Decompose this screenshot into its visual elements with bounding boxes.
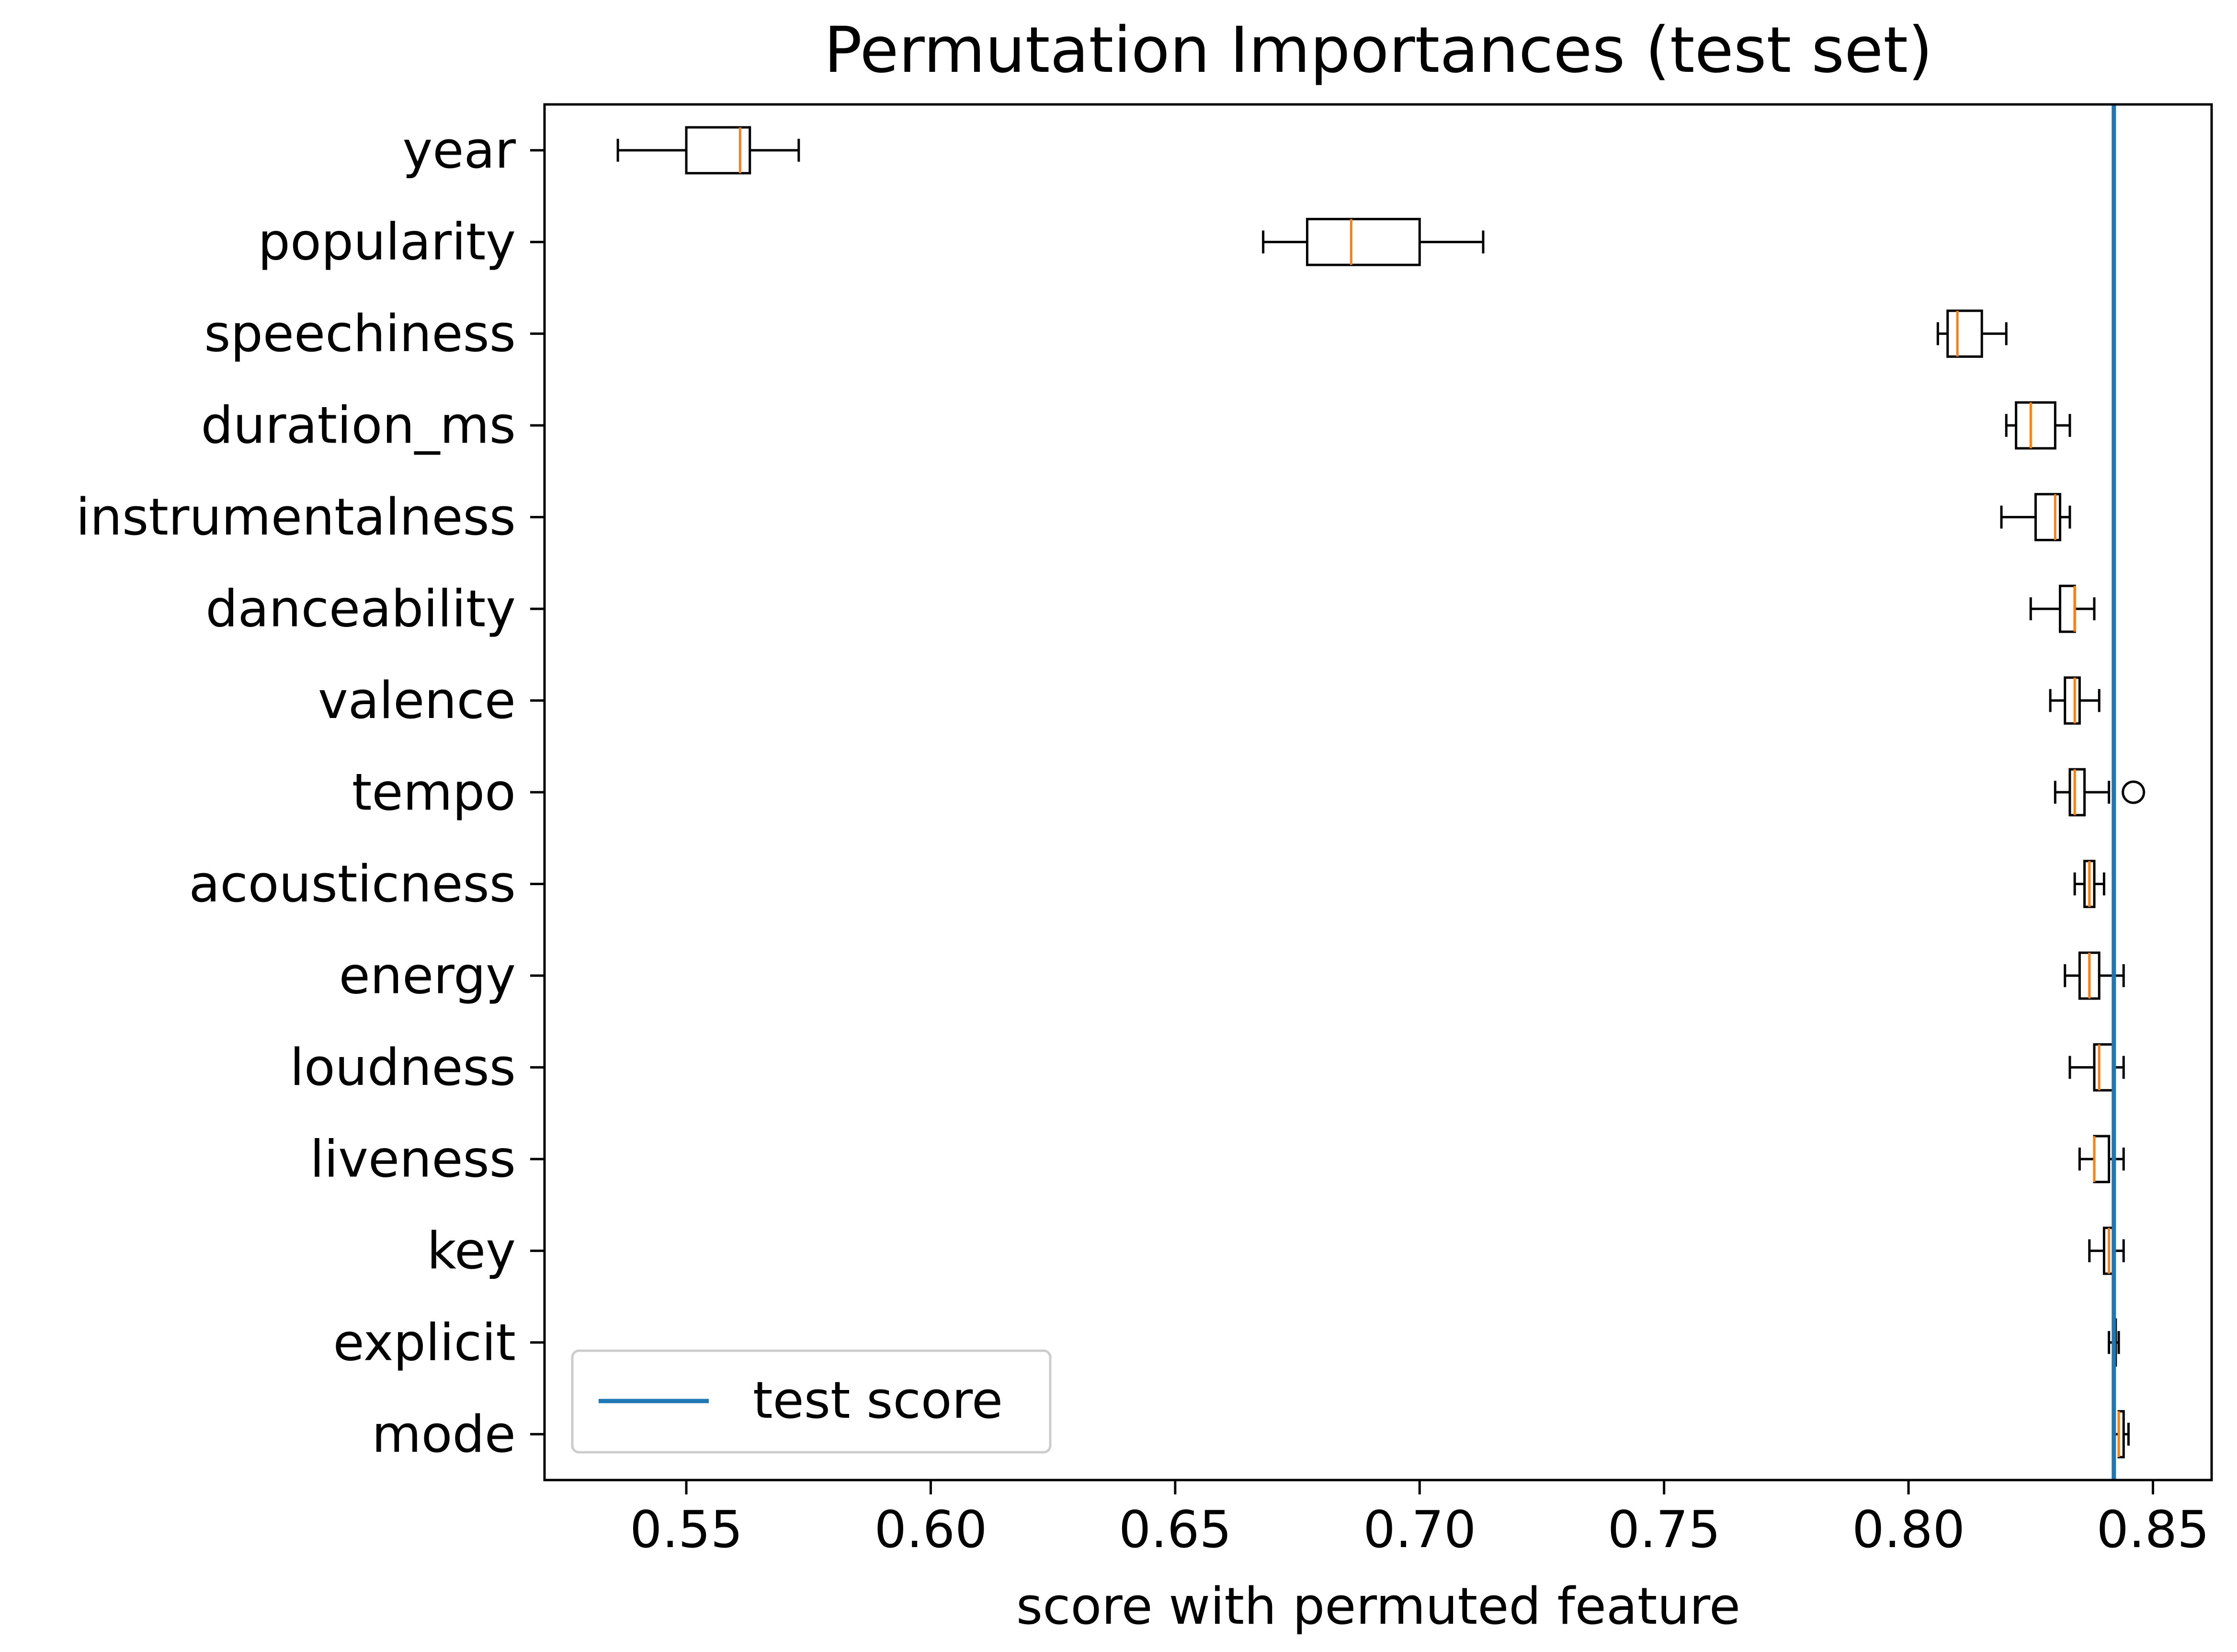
box-speechiness xyxy=(1936,309,2008,358)
y-tick-label: acousticness xyxy=(189,854,516,913)
legend: test score xyxy=(571,1349,1052,1454)
box-year xyxy=(616,126,800,175)
x-tick-label: 0.60 xyxy=(874,1500,987,1559)
y-tick-label: tempo xyxy=(352,763,516,822)
box-acousticness xyxy=(2073,860,2105,908)
x-tick-label: 0.70 xyxy=(1363,1500,1476,1559)
iqr-box xyxy=(2068,768,2086,817)
iqr-box xyxy=(1306,217,1421,266)
box-energy xyxy=(2064,951,2125,1000)
box-liveness xyxy=(2078,1135,2125,1184)
y-tick-label: key xyxy=(427,1221,516,1280)
y-tick-label: valence xyxy=(318,671,516,730)
box-popularity xyxy=(1262,217,1485,266)
iqr-box xyxy=(1946,309,1983,358)
iqr-box xyxy=(685,126,751,175)
y-tick-label: danceability xyxy=(205,580,516,638)
x-tick-label: 0.80 xyxy=(1852,1500,1965,1559)
box-instrumentalness xyxy=(2000,493,2071,541)
iqr-box xyxy=(2034,493,2062,541)
box-tempo xyxy=(2054,768,2146,817)
flier-point xyxy=(2122,780,2146,804)
x-axis-label: score with permuted feature xyxy=(1016,1577,1740,1636)
y-tick-label: energy xyxy=(339,946,516,1005)
box-duration_ms xyxy=(2005,401,2071,450)
legend-label-test-score: test score xyxy=(753,1371,1003,1430)
y-tick-label: mode xyxy=(372,1405,516,1464)
y-tick-label: popularity xyxy=(258,213,516,272)
y-tick-label: explicit xyxy=(333,1313,516,1372)
x-tick-label: 0.55 xyxy=(630,1500,743,1559)
y-tick-label: year xyxy=(403,121,516,180)
x-tick-label: 0.65 xyxy=(1119,1500,1232,1559)
y-tick-label: speechiness xyxy=(204,304,516,363)
y-tick-label: loudness xyxy=(290,1038,516,1097)
plot-area: 0.55 0.60 0.65 0.70 0.75 0.80 0.85 year populari… xyxy=(76,103,2213,1559)
chart-title: Permutation Importances (test set) xyxy=(824,13,1932,87)
iqr-box xyxy=(2064,676,2081,725)
box-valence xyxy=(2049,676,2101,725)
box-danceability xyxy=(2029,584,2096,633)
x-tick-label: 0.75 xyxy=(1608,1500,1721,1559)
y-tick-label: liveness xyxy=(310,1129,516,1188)
y-tick-label: duration_ms xyxy=(201,396,516,455)
y-tick-label: instrumentalness xyxy=(76,488,516,547)
legend-frame xyxy=(571,1349,1052,1454)
x-tick-label: 0.85 xyxy=(2096,1500,2209,1559)
iqr-box xyxy=(2015,401,2056,450)
